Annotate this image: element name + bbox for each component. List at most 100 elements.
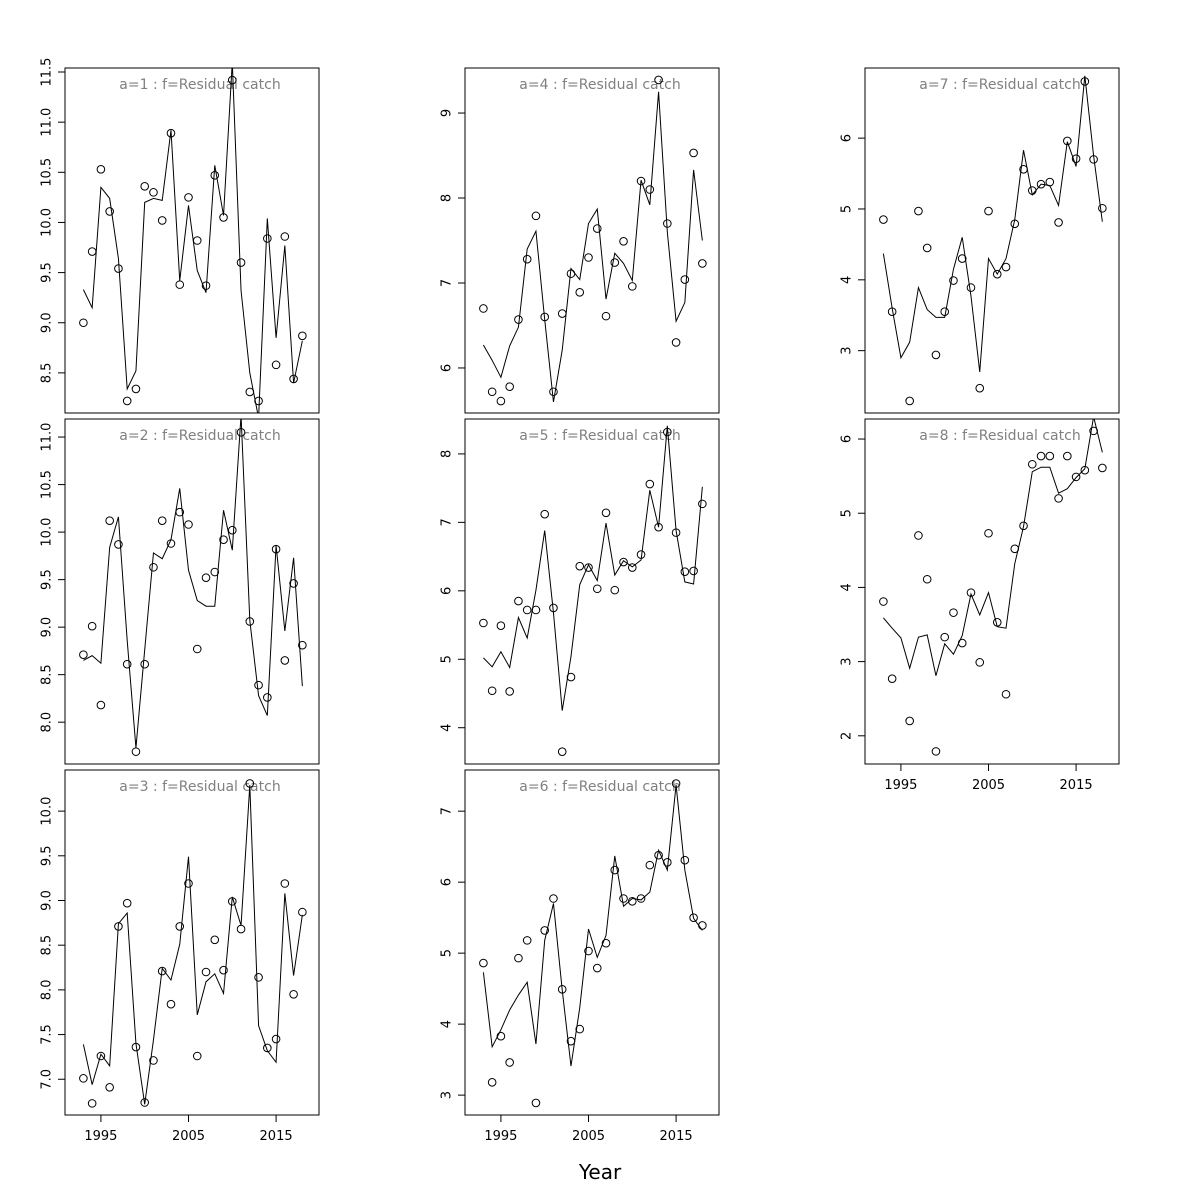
point [531,1098,541,1108]
point [627,563,637,572]
y-tick-label: 9.0 [40,617,55,638]
point [1019,521,1028,531]
point [914,531,923,540]
point [505,1058,514,1067]
point [879,215,888,224]
point [201,967,211,977]
point [940,632,950,642]
point [96,700,106,710]
point [487,1078,497,1087]
point [79,650,88,660]
y-tick-label: 10.5 [40,470,55,499]
line [483,425,703,711]
point [131,747,141,756]
point [879,597,888,606]
y-tick-label: 9.5 [40,262,55,283]
point [627,282,637,291]
x-tick-label: 2005 [172,1129,205,1144]
y-tick-label: 11.5 [40,58,55,87]
point [184,193,193,202]
point [149,1056,158,1065]
point [680,567,690,576]
point [298,640,307,650]
point [645,860,655,870]
y-tick-label: 7 [440,279,455,287]
point [698,499,707,509]
point [122,396,132,406]
point [245,387,255,397]
point [636,894,646,903]
point [227,75,237,85]
point [887,674,897,683]
point [1036,451,1046,461]
point [557,309,567,318]
point [140,1098,150,1107]
point [975,383,985,393]
x-tick-label: 2005 [572,1129,605,1144]
y-tick-label: 7 [440,807,455,815]
point [645,479,655,489]
point [184,520,193,529]
point [496,1031,506,1041]
y-tick-label: 5 [440,949,455,957]
point [1036,179,1046,189]
x-tick-label: 2005 [972,778,1005,793]
point [601,311,611,321]
panel: a=1 : f=Residual catch 8.5 9.0 9.5 10.0 10.5 1… [40,58,320,414]
point [236,428,246,437]
point [601,938,611,948]
point [610,585,620,595]
point [914,206,923,216]
y-tick-label: 6 [840,134,855,142]
point [931,747,941,756]
point [271,360,281,370]
point [1063,451,1072,461]
point [610,865,620,875]
y-tick-label: 8 [440,194,455,202]
x-tick-label: 1995 [884,778,917,793]
line [82,785,303,1105]
point [922,243,932,253]
panel-title: a=1 : f=Residual catch [119,77,280,93]
line [83,419,303,748]
point [610,258,620,267]
point [79,318,88,328]
point [487,686,497,696]
point [96,1051,106,1061]
point [254,680,263,690]
point [298,331,307,341]
point [584,563,593,572]
plot-area [879,75,1107,406]
point [289,990,298,999]
plot-frame [64,67,320,414]
point [280,232,290,241]
x-tick-label: 1995 [484,1129,517,1144]
point [219,965,228,975]
y-tick-label: 10.0 [40,797,55,826]
point [87,247,97,256]
point [1071,472,1081,482]
point [105,516,114,525]
point [157,216,167,225]
line [82,68,303,413]
point [1027,459,1037,469]
y-tick-label: 7 [440,518,455,526]
y-tick-label: 3 [840,657,855,665]
panel: a=6 : f=Residual catch 3 4 5 6 7 1995 2005 2015 [440,769,720,1144]
y-tick-label: 10.5 [40,158,55,187]
point [584,253,593,262]
point [592,963,602,973]
plot-area [879,419,1107,756]
y-tick-label: 8.0 [40,980,55,1001]
point [992,269,1002,279]
point [505,382,514,391]
point [280,656,290,665]
x-tick-label: 2015 [660,1129,693,1144]
point [105,207,114,216]
point [280,879,290,888]
plot-area [79,68,307,413]
point [184,879,193,888]
panel-title: a=2 : f=Residual catch [119,428,280,444]
panel-title: a=6 : f=Residual catch [519,779,680,795]
point [619,894,628,903]
